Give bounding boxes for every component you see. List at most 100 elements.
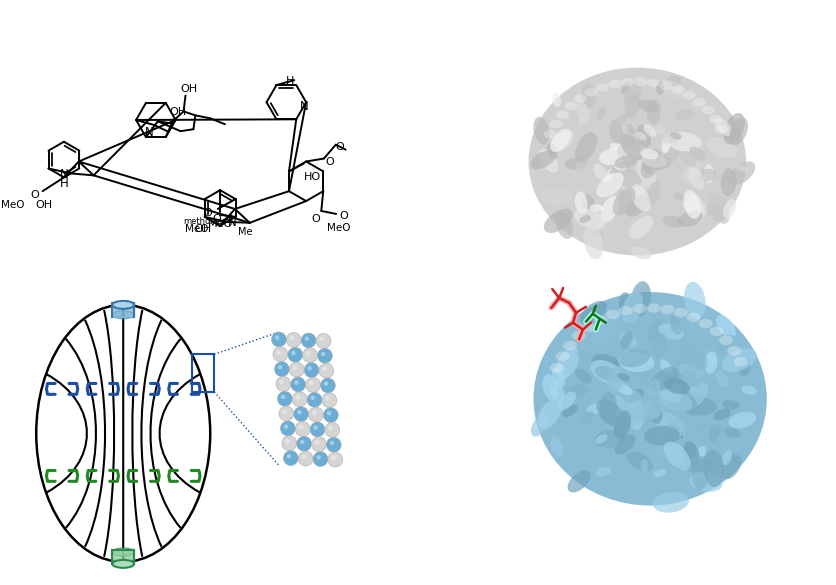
Ellipse shape	[692, 98, 705, 106]
Circle shape	[328, 426, 332, 431]
Ellipse shape	[640, 459, 648, 473]
Polygon shape	[112, 303, 134, 316]
Text: O: O	[335, 142, 344, 152]
Ellipse shape	[683, 441, 699, 466]
Ellipse shape	[669, 132, 681, 140]
Circle shape	[304, 336, 308, 341]
Circle shape	[289, 336, 293, 340]
Circle shape	[274, 362, 289, 377]
Circle shape	[303, 363, 319, 377]
Ellipse shape	[721, 348, 756, 372]
Ellipse shape	[650, 126, 666, 135]
Ellipse shape	[609, 119, 622, 143]
Ellipse shape	[681, 383, 707, 410]
Ellipse shape	[542, 374, 557, 400]
Ellipse shape	[533, 292, 766, 505]
Text: MeO: MeO	[185, 223, 208, 234]
Ellipse shape	[720, 168, 736, 196]
Ellipse shape	[658, 389, 691, 412]
Ellipse shape	[677, 211, 702, 227]
Ellipse shape	[623, 80, 641, 107]
Ellipse shape	[595, 400, 626, 428]
Ellipse shape	[721, 453, 741, 479]
Circle shape	[326, 411, 331, 415]
Circle shape	[276, 350, 280, 355]
Ellipse shape	[651, 446, 666, 457]
Ellipse shape	[733, 357, 747, 367]
Ellipse shape	[637, 99, 658, 113]
Ellipse shape	[682, 190, 700, 219]
Ellipse shape	[709, 326, 722, 336]
Text: H: H	[59, 177, 69, 190]
Circle shape	[312, 411, 316, 415]
Ellipse shape	[705, 137, 737, 158]
Ellipse shape	[614, 156, 636, 168]
Ellipse shape	[624, 93, 640, 119]
Circle shape	[306, 351, 310, 356]
Circle shape	[314, 440, 319, 445]
Ellipse shape	[618, 144, 632, 154]
Ellipse shape	[626, 123, 635, 135]
Ellipse shape	[688, 146, 705, 161]
Ellipse shape	[647, 378, 660, 399]
Circle shape	[283, 424, 288, 429]
Ellipse shape	[660, 131, 680, 144]
Ellipse shape	[598, 167, 619, 197]
Ellipse shape	[555, 110, 568, 119]
Ellipse shape	[696, 420, 718, 442]
Ellipse shape	[673, 193, 685, 201]
Ellipse shape	[650, 367, 678, 391]
Circle shape	[309, 422, 324, 437]
Ellipse shape	[741, 386, 756, 395]
Ellipse shape	[619, 349, 649, 367]
Circle shape	[305, 377, 320, 393]
Ellipse shape	[662, 76, 681, 88]
Ellipse shape	[721, 400, 738, 410]
Ellipse shape	[727, 161, 754, 185]
Ellipse shape	[636, 125, 650, 148]
Ellipse shape	[564, 157, 586, 170]
Ellipse shape	[614, 164, 626, 171]
Ellipse shape	[624, 194, 649, 216]
Circle shape	[320, 378, 335, 393]
Ellipse shape	[539, 187, 571, 205]
Circle shape	[290, 377, 305, 392]
Ellipse shape	[646, 78, 659, 87]
Ellipse shape	[648, 402, 658, 419]
Ellipse shape	[694, 477, 702, 491]
Ellipse shape	[646, 304, 660, 313]
Ellipse shape	[738, 358, 749, 377]
Ellipse shape	[716, 335, 734, 352]
Ellipse shape	[626, 452, 652, 472]
Circle shape	[308, 407, 323, 422]
Ellipse shape	[562, 405, 577, 417]
Circle shape	[280, 421, 295, 436]
Ellipse shape	[604, 168, 614, 182]
Ellipse shape	[680, 391, 697, 416]
Ellipse shape	[667, 424, 682, 439]
Ellipse shape	[683, 456, 712, 473]
Ellipse shape	[612, 139, 624, 157]
Ellipse shape	[736, 164, 747, 173]
Ellipse shape	[653, 469, 665, 477]
Ellipse shape	[575, 156, 584, 172]
Ellipse shape	[630, 246, 650, 259]
Ellipse shape	[576, 350, 592, 360]
Ellipse shape	[590, 360, 624, 386]
Ellipse shape	[538, 149, 558, 173]
Ellipse shape	[551, 130, 573, 152]
Ellipse shape	[579, 301, 606, 325]
Ellipse shape	[681, 91, 695, 99]
Text: OH: OH	[35, 200, 53, 210]
Text: O: O	[203, 208, 212, 218]
Ellipse shape	[679, 151, 696, 167]
Ellipse shape	[573, 94, 586, 103]
Ellipse shape	[575, 102, 589, 123]
Ellipse shape	[643, 124, 655, 137]
Ellipse shape	[605, 310, 619, 319]
Ellipse shape	[662, 215, 682, 228]
Ellipse shape	[560, 172, 576, 185]
Ellipse shape	[630, 281, 650, 316]
Ellipse shape	[713, 118, 731, 136]
Ellipse shape	[660, 426, 677, 436]
